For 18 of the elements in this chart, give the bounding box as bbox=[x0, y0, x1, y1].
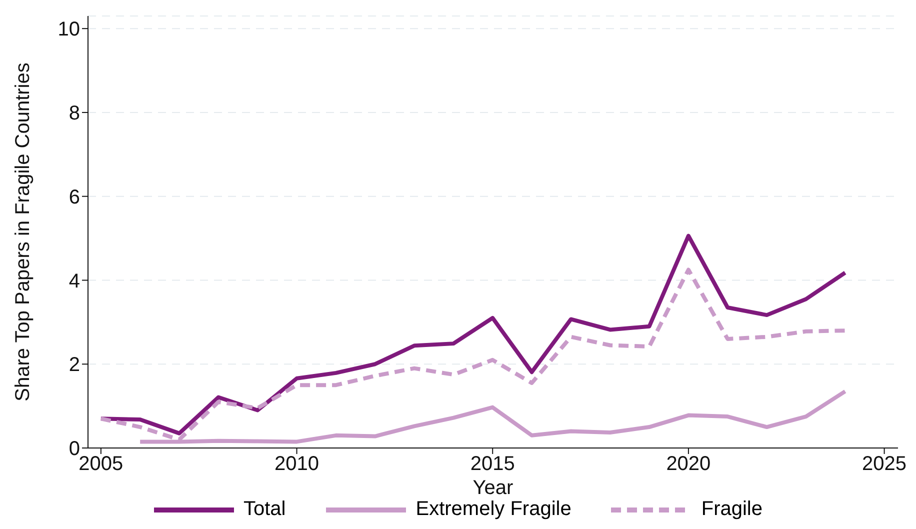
y-tick-label: 2 bbox=[68, 354, 80, 376]
y-axis-title: Share Top Papers in Fragile Countries bbox=[12, 62, 34, 402]
y-tick-label: 0 bbox=[68, 438, 80, 460]
y-tick-label: 8 bbox=[68, 102, 80, 125]
x-tick-label: 2015 bbox=[470, 453, 515, 476]
x-tick-label: 2010 bbox=[274, 453, 320, 476]
y-tick-label: 10 bbox=[58, 18, 80, 41]
legend-label: Total bbox=[244, 498, 286, 521]
y-tick-label: 6 bbox=[68, 186, 80, 208]
x-tick-label: 2025 bbox=[862, 453, 907, 476]
line-series bbox=[98, 268, 848, 442]
legend-label: Extremely Fragile bbox=[416, 498, 572, 521]
y-tick-label: 4 bbox=[68, 270, 80, 292]
x-tick-label: 2020 bbox=[666, 453, 711, 476]
x-tick-label: 2005 bbox=[78, 453, 124, 476]
legend-label: Fragile bbox=[701, 498, 762, 521]
line-series bbox=[98, 234, 848, 436]
x-axis-title: Year bbox=[472, 477, 514, 499]
